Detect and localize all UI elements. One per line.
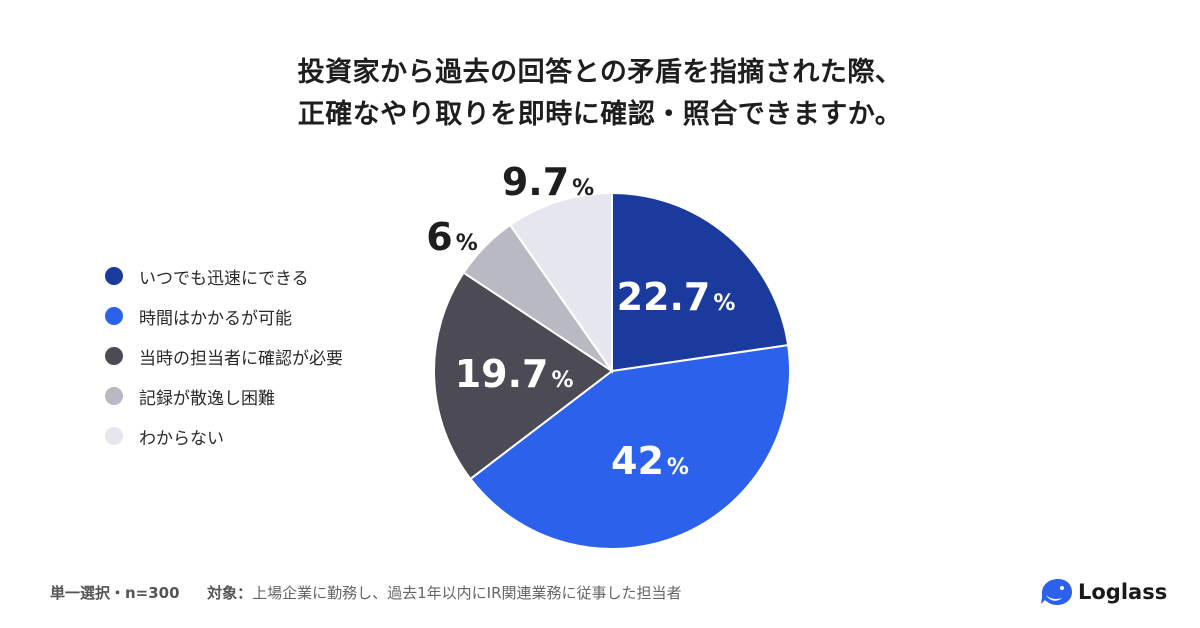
legend-label: 時間はかかるが可能 [139,308,292,329]
legend-swatch [105,347,123,365]
data-label: 22.7% [617,275,736,319]
pie-slice [433,271,614,481]
data-label: 6% [426,215,478,259]
legend-swatch [105,267,123,285]
data-label: 9.7% [502,160,594,204]
legend-item: 当時の担当者に確認が必要 [105,336,343,376]
chart-title: 投資家から過去の回答との矛盾を指摘された際、 正確なやり取りを即時に確認・照合で… [0,52,1200,136]
legend-item: 時間はかかるが可能 [105,296,343,336]
legend-swatch [105,387,123,405]
loglass-logo: Loglass [1040,572,1167,612]
legend-item: わからない [105,416,343,456]
pie-slice [611,191,790,373]
legend-item: 記録が散逸し困難 [105,376,343,416]
whale-icon [1041,579,1072,605]
survey-method: 単一選択・n=300 [50,584,180,602]
legend-swatch [105,427,123,445]
legend-label: わからない [139,428,224,449]
legend-label: 記録が散逸し困難 [139,388,275,409]
legend-label: 当時の担当者に確認が必要 [139,348,343,369]
chart-title-line-1: 投資家から過去の回答との矛盾を指摘された際、 [297,57,903,88]
legend-item: いつでも迅速にできる [105,256,343,296]
pie-slice [508,191,613,375]
data-label: 19.7% [455,352,574,396]
footer-note: 単一選択・n=300 対象：上場企業に勤務し、過去1年以内にIR関連業務に従事し… [50,582,682,603]
pie-slice [469,343,791,550]
chart-title-line-2: 正確なやり取りを即時に確認・照合できますか。 [297,99,903,130]
survey-target-label: 対象： [207,584,253,602]
logo-wordmark: Loglass [1078,580,1168,604]
legend-label: いつでも迅速にできる [139,268,309,289]
legend: いつでも迅速にできる 時間はかかるが可能当時の担当者に確認が必要 記録が散逸し困難わ… [105,256,343,456]
data-label: 42% [611,439,689,483]
survey-target-text: 上場企業に勤務し、過去1年以内にIR関連業務に従事した担当者 [252,584,682,602]
legend-swatch [105,307,123,325]
